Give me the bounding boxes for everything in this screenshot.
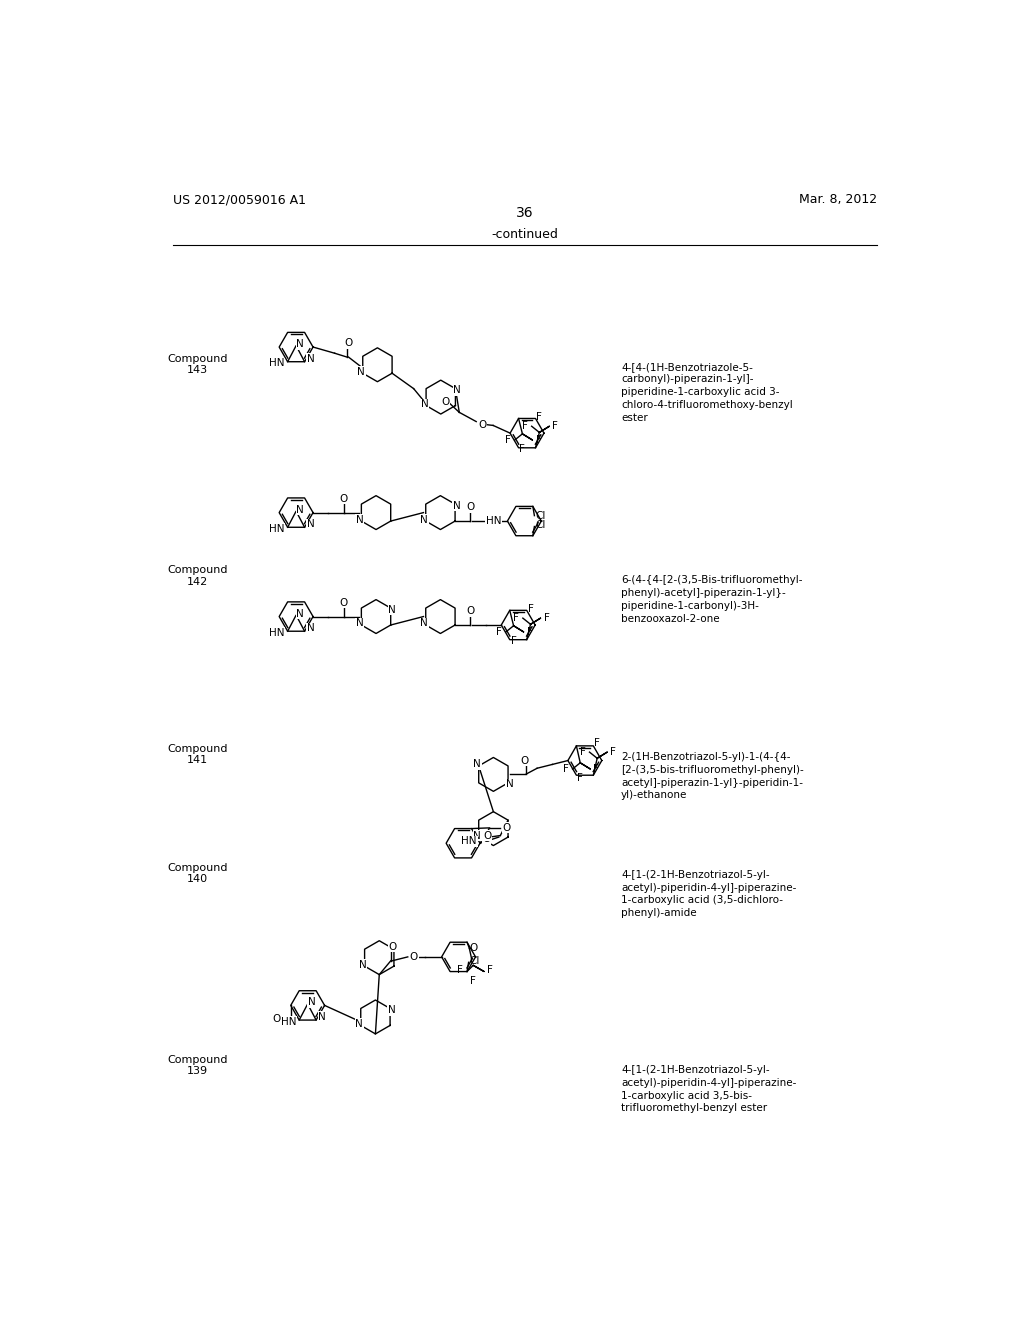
Text: O: O [344,338,352,348]
Text: HN: HN [281,1016,296,1027]
Text: Compound
143: Compound 143 [167,354,227,375]
Text: Mar. 8, 2012: Mar. 8, 2012 [799,193,877,206]
Text: N: N [453,500,461,511]
Text: N: N [356,515,364,524]
Text: N: N [421,399,428,409]
Text: O: O [520,755,528,766]
Text: Cl: Cl [469,956,479,966]
Text: N: N [307,519,314,529]
Text: N: N [420,619,428,628]
Text: N: N [296,504,304,515]
Text: 4-[4-(1H-Benzotriazole-5-
carbonyl)-piperazin-1-yl]-
piperidine-1-carboxylic aci: 4-[4-(1H-Benzotriazole-5- carbonyl)-pipe… [621,362,793,422]
Text: O: O [410,952,418,962]
Text: O: O [388,942,396,952]
Text: O: O [482,834,490,845]
Text: N: N [296,339,304,348]
Text: O: O [469,944,477,953]
Text: -continued: -continued [492,227,558,240]
Text: Cl: Cl [536,511,546,520]
Text: US 2012/0059016 A1: US 2012/0059016 A1 [173,193,306,206]
Text: F: F [536,436,542,445]
Text: N: N [388,605,396,615]
Text: HN: HN [462,837,477,846]
Text: F: F [580,747,586,758]
Text: O: O [478,420,486,430]
Text: N: N [420,515,428,524]
Text: N: N [296,609,304,619]
Text: Compound
142: Compound 142 [167,565,227,586]
Text: HN: HN [269,358,285,368]
Text: HN: HN [269,628,285,638]
Text: F: F [513,612,519,623]
Text: F: F [594,738,600,748]
Text: O: O [441,396,450,407]
Text: N: N [388,1005,395,1015]
Text: F: F [552,421,558,432]
Text: N: N [359,960,367,970]
Text: N: N [307,354,314,363]
Text: O: O [483,830,492,841]
Text: 2-(1H-Benzotriazol-5-yl)-1-(4-{4-
[2-(3,5-bis-trifluoromethyl-phenyl)-
acetyl]-p: 2-(1H-Benzotriazol-5-yl)-1-(4-{4- [2-(3,… [621,752,804,800]
Text: F: F [526,627,532,638]
Text: F: F [522,421,527,432]
Text: O: O [272,1014,281,1024]
Text: N: N [506,779,513,789]
Text: F: F [527,603,534,614]
Text: Compound
141: Compound 141 [167,744,227,766]
Text: N: N [473,830,481,841]
Text: F: F [519,445,525,454]
Text: N: N [307,998,315,1007]
Text: F: F [457,965,463,975]
Text: F: F [537,412,543,422]
Text: O: O [466,606,474,616]
Text: 4-[1-(2-1H-Benzotriazol-5-yl-
acetyl)-piperidin-4-yl]-piperazine-
1-carboxylic a: 4-[1-(2-1H-Benzotriazol-5-yl- acetyl)-pi… [621,1065,797,1114]
Text: O: O [503,822,511,833]
Text: O: O [340,494,348,504]
Text: 4-[1-(2-1H-Benzotriazol-5-yl-
acetyl)-piperidin-4-yl]-piperazine-
1-carboxylic a: 4-[1-(2-1H-Benzotriazol-5-yl- acetyl)-pi… [621,870,797,919]
Text: N: N [453,385,461,395]
Text: F: F [593,764,599,774]
Text: N: N [356,619,364,628]
Text: F: F [505,436,511,445]
Text: HN: HN [485,516,502,527]
Text: F: F [563,764,568,774]
Text: N: N [357,367,366,376]
Text: HN: HN [269,524,285,533]
Text: 36: 36 [516,206,534,220]
Text: F: F [487,965,493,975]
Text: Compound
140: Compound 140 [167,863,227,884]
Text: 6-(4-{4-[2-(3,5-Bis-trifluoromethyl-
phenyl)-acetyl]-piperazin-1-yl}-
piperidine: 6-(4-{4-[2-(3,5-Bis-trifluoromethyl- phe… [621,576,803,623]
Text: N: N [318,1012,327,1022]
Text: F: F [610,747,616,758]
Text: F: F [578,774,584,783]
Text: O: O [340,598,348,607]
Text: O: O [466,502,474,512]
Text: Cl: Cl [536,520,546,529]
Text: N: N [355,1019,364,1028]
Text: N: N [307,623,314,634]
Text: F: F [511,636,516,647]
Text: F: F [544,612,550,623]
Text: Compound
139: Compound 139 [167,1055,227,1077]
Text: F: F [497,627,502,638]
Text: N: N [473,759,481,770]
Text: F: F [470,975,476,986]
